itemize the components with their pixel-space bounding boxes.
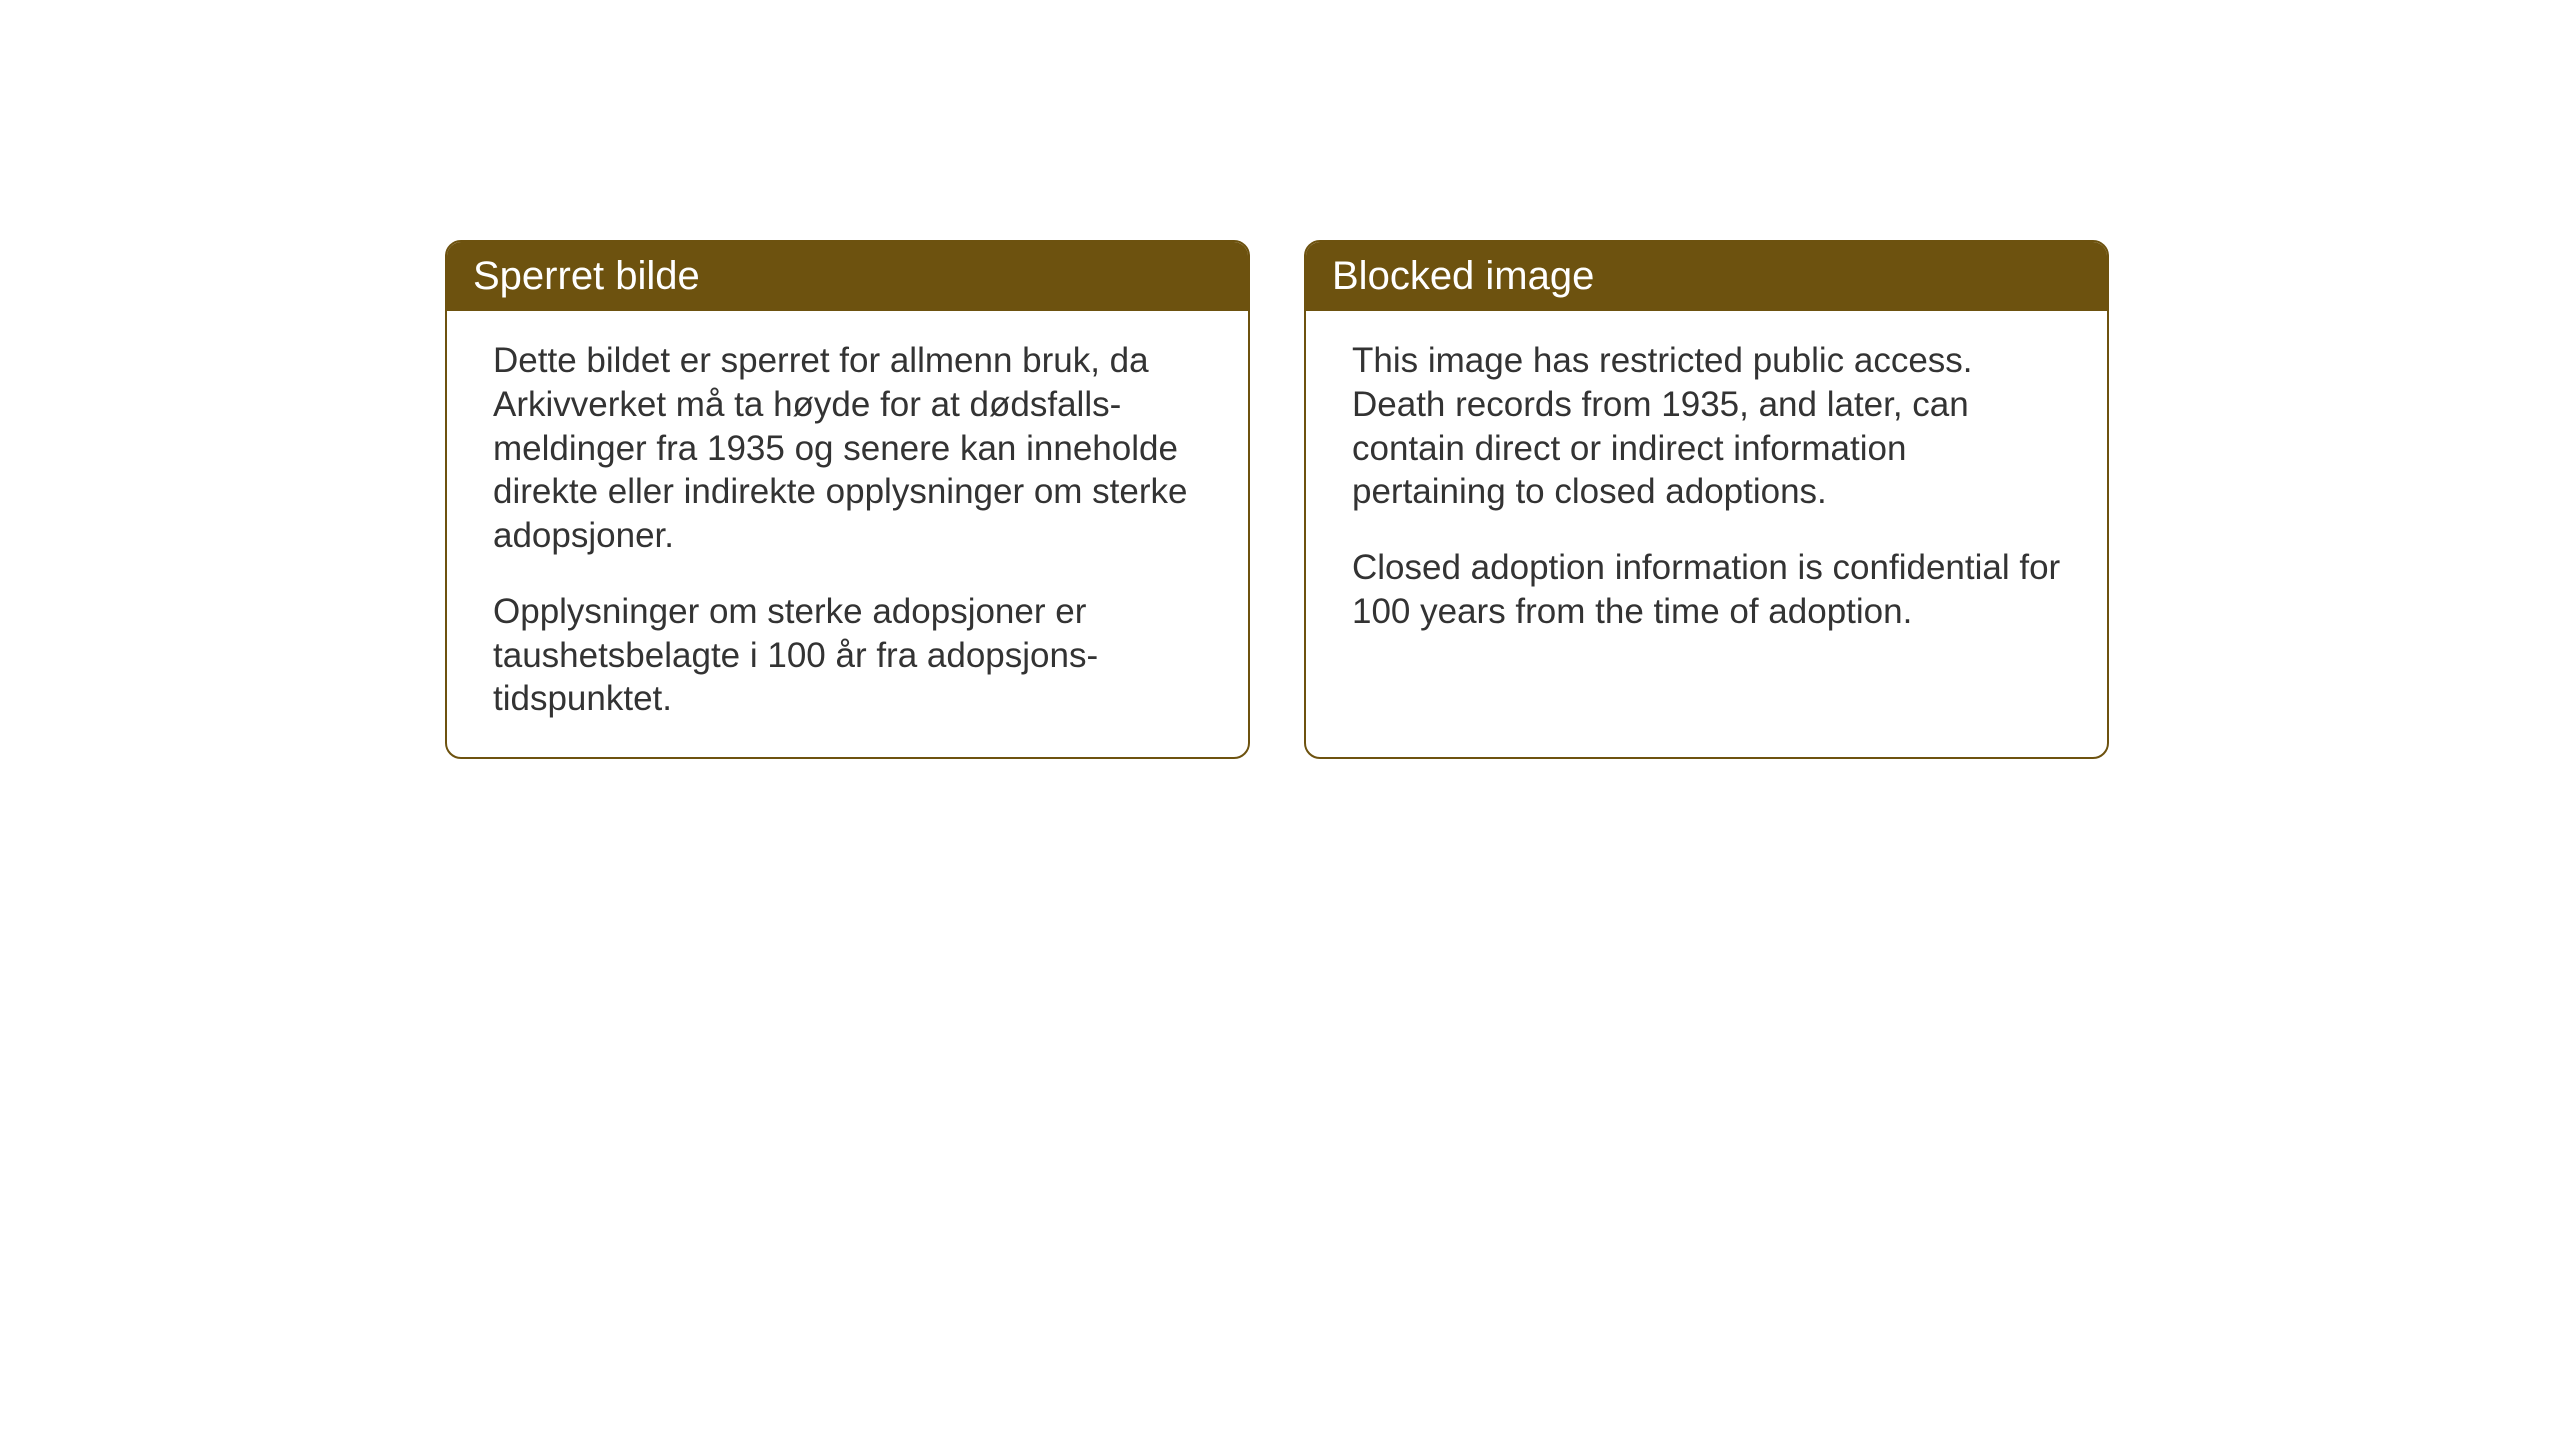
cards-container: Sperret bilde Dette bildet er sperret fo… bbox=[445, 240, 2109, 759]
norwegian-card-body: Dette bildet er sperret for allmenn bruk… bbox=[447, 311, 1248, 757]
norwegian-paragraph-1: Dette bildet er sperret for allmenn bruk… bbox=[493, 339, 1202, 558]
norwegian-paragraph-2: Opplysninger om sterke adopsjoner er tau… bbox=[493, 590, 1202, 721]
english-card-body: This image has restricted public access.… bbox=[1306, 311, 2107, 670]
english-card: Blocked image This image has restricted … bbox=[1304, 240, 2109, 759]
english-paragraph-2: Closed adoption information is confident… bbox=[1352, 546, 2061, 634]
norwegian-card: Sperret bilde Dette bildet er sperret fo… bbox=[445, 240, 1250, 759]
english-paragraph-1: This image has restricted public access.… bbox=[1352, 339, 2061, 514]
norwegian-card-title: Sperret bilde bbox=[447, 242, 1248, 311]
english-card-title: Blocked image bbox=[1306, 242, 2107, 311]
